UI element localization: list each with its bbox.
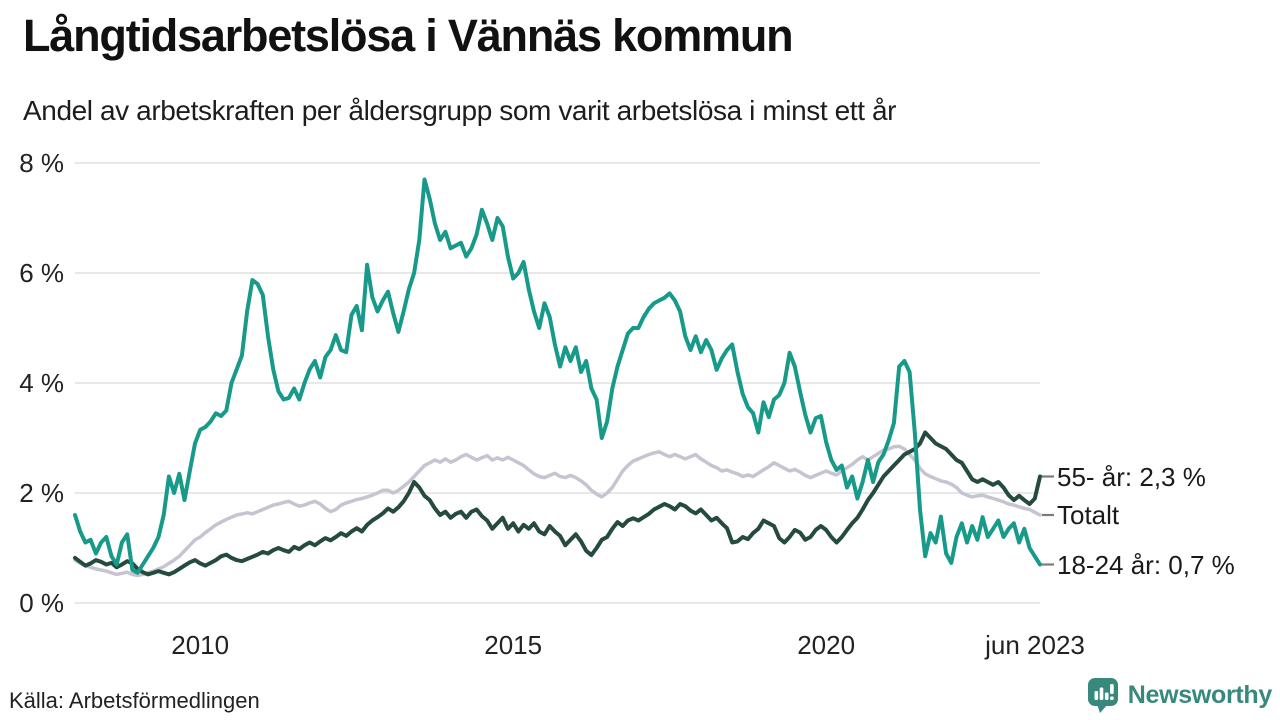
y-axis-tick-4: 4 % — [19, 368, 64, 398]
newsworthy-brand-link[interactable]: Newsworthy — [1087, 677, 1272, 714]
x-axis-tick-2015: 2015 — [484, 630, 543, 660]
x-axis-tick-2010: 2010 — [171, 630, 230, 660]
y-axis-tick-0: 0 % — [19, 588, 64, 618]
newsworthy-brand-text: Newsworthy — [1127, 681, 1273, 709]
y-axis-tick-6: 6 % — [19, 258, 64, 288]
chart-subtitle: Andel av arbetskraften per åldersgrupp s… — [23, 95, 897, 126]
newsworthy-logo-icon — [1087, 677, 1120, 714]
y-axis-tick-2: 2 % — [19, 478, 64, 508]
x-axis-tick-jun-2023: jun 2023 — [985, 630, 1085, 660]
x-axis-tick-2020: 2020 — [797, 630, 856, 660]
page-title: Långtidsarbetslösa i Vännäs kommun — [23, 10, 794, 61]
source-note: Källa: Arbetsförmedlingen — [9, 688, 260, 713]
series-end-label-55: 55- år: 2,3 % — [1057, 461, 1206, 492]
y-axis-tick-8: 8 % — [19, 148, 64, 178]
series-end-label-totalt: Totalt — [1057, 500, 1120, 530]
series-end-label-18-24: 18-24 år: 0,7 % — [1057, 549, 1235, 580]
